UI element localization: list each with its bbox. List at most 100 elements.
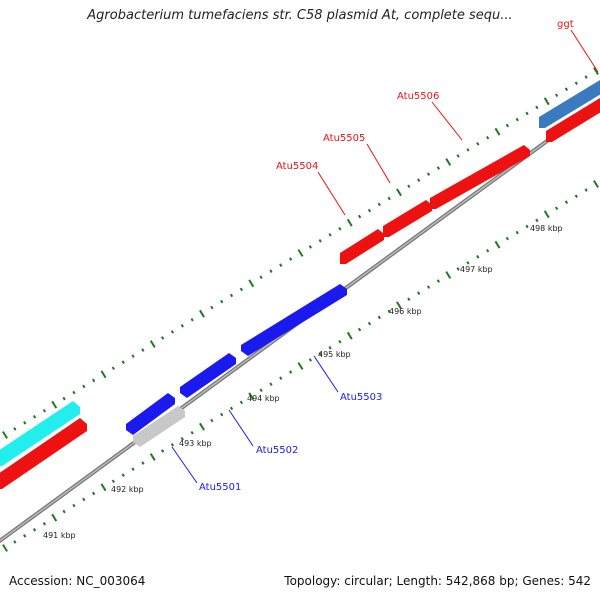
outer-tick bbox=[505, 123, 509, 128]
gene-label-atu5501[interactable]: Atu5501 bbox=[199, 482, 241, 493]
outer-tick bbox=[515, 117, 519, 122]
inner-tick bbox=[199, 422, 205, 431]
inner-tick bbox=[32, 528, 37, 532]
inner-tick bbox=[346, 331, 353, 340]
inner-tick bbox=[338, 339, 342, 344]
inner-tick bbox=[456, 267, 460, 271]
inner-tick bbox=[543, 210, 550, 219]
inner-tick bbox=[289, 370, 293, 374]
inner-tick bbox=[308, 358, 312, 362]
cds-forward-left[interactable] bbox=[0, 418, 87, 489]
inner-tick bbox=[170, 443, 175, 447]
cds-atu5503[interactable] bbox=[241, 284, 347, 356]
inner-tick bbox=[149, 453, 156, 461]
cds-atu5506[interactable] bbox=[430, 145, 530, 209]
outer-tick bbox=[297, 249, 304, 257]
cds-ggt[interactable] bbox=[546, 98, 600, 142]
outer-tick bbox=[160, 336, 165, 340]
outer-tick bbox=[199, 309, 205, 318]
outer-tick bbox=[220, 299, 224, 304]
reverse-features bbox=[126, 284, 347, 447]
accession-text: Accession: NC_003064 bbox=[9, 574, 146, 588]
scale-label-494: 494 kbp bbox=[247, 394, 280, 403]
outer-tick bbox=[131, 354, 135, 358]
gene-label-atu5506[interactable]: Atu5506 bbox=[397, 91, 439, 102]
inner-tick bbox=[2, 544, 8, 552]
outer-tick bbox=[51, 400, 58, 409]
outer-tick bbox=[239, 287, 244, 292]
outer-tick bbox=[42, 408, 47, 413]
outer-tick bbox=[62, 396, 66, 401]
outer-tick bbox=[180, 323, 184, 328]
outer-tick bbox=[23, 421, 27, 425]
outer-tick bbox=[13, 427, 17, 431]
outer-tick bbox=[593, 67, 599, 75]
outer-tick bbox=[584, 75, 588, 79]
outer-tick bbox=[2, 431, 8, 439]
inner-tick bbox=[100, 483, 107, 492]
cds-atu5501[interactable] bbox=[126, 393, 175, 435]
outer-tick bbox=[396, 188, 402, 197]
outer-tick bbox=[72, 390, 76, 395]
inner-tick bbox=[220, 412, 224, 417]
inner-tick bbox=[525, 224, 529, 229]
outer-tick bbox=[436, 166, 441, 170]
inner-tick bbox=[396, 301, 402, 310]
inner-tick bbox=[180, 436, 184, 441]
outer-tick bbox=[466, 148, 470, 152]
inner-tick bbox=[486, 248, 490, 253]
gene-label-ggt[interactable]: ggt bbox=[557, 19, 574, 30]
outer-tick bbox=[149, 340, 156, 348]
scale-label-491: 491 kbp bbox=[43, 531, 76, 540]
inner-tick bbox=[82, 497, 86, 502]
outer-tick bbox=[445, 158, 452, 166]
outer-tick bbox=[248, 279, 255, 288]
inner-tick bbox=[131, 467, 135, 471]
label-leaders bbox=[171, 29, 599, 484]
inner-tick bbox=[593, 180, 599, 188]
forward-features bbox=[0, 98, 600, 489]
outer-tick-row bbox=[2, 67, 599, 439]
inner-tick bbox=[426, 285, 431, 289]
outer-tick bbox=[525, 111, 529, 116]
outer-tick bbox=[476, 141, 480, 146]
outer-tick bbox=[377, 202, 381, 207]
map-title: Agrobacterium tumefaciens str. C58 plasm… bbox=[87, 8, 513, 23]
gene-labels: Atu5506 Atu5505 Atu5504 ggt Atu5503 Atu5… bbox=[199, 19, 574, 493]
inner-tick bbox=[505, 236, 509, 241]
outer-tick bbox=[318, 239, 322, 243]
cds-atu5502[interactable] bbox=[180, 353, 236, 398]
inner-tick bbox=[387, 309, 391, 314]
inner-tick bbox=[377, 315, 381, 320]
outer-tick bbox=[328, 233, 332, 237]
inner-tick bbox=[328, 346, 332, 350]
misc-feature-left[interactable] bbox=[0, 401, 80, 466]
outer-tick bbox=[289, 257, 293, 261]
inner-tick bbox=[554, 206, 559, 211]
outer-tick bbox=[190, 317, 194, 322]
scale-label-493: 493 kbp bbox=[179, 439, 212, 448]
inner-tick bbox=[357, 327, 362, 332]
outer-tick bbox=[486, 135, 490, 140]
outer-tick bbox=[535, 105, 539, 110]
inner-tick bbox=[13, 540, 17, 544]
outer-tick bbox=[229, 293, 234, 298]
inner-tick bbox=[92, 491, 96, 496]
topology-summary: Topology: circular; Length: 542,868 bp; … bbox=[284, 574, 591, 588]
outer-tick bbox=[82, 384, 86, 389]
other-feature-grey[interactable] bbox=[133, 406, 185, 447]
inner-tick bbox=[160, 449, 165, 453]
inner-tick bbox=[111, 479, 115, 484]
rna-feature-right[interactable] bbox=[539, 80, 600, 128]
gene-label-atu5505[interactable]: Atu5505 bbox=[323, 133, 365, 144]
outer-tick bbox=[32, 415, 37, 419]
gene-label-atu5502[interactable]: Atu5502 bbox=[256, 445, 298, 456]
outer-tick bbox=[494, 127, 501, 136]
cds-atu5504[interactable] bbox=[340, 229, 384, 264]
cds-atu5505[interactable] bbox=[383, 200, 432, 237]
gene-label-atu5504[interactable]: Atu5504 bbox=[276, 161, 318, 172]
gene-label-atu5503[interactable]: Atu5503 bbox=[340, 392, 382, 403]
scale-label-496: 496 kbp bbox=[389, 307, 422, 316]
outer-tick bbox=[543, 97, 550, 106]
inner-tick bbox=[417, 291, 421, 296]
